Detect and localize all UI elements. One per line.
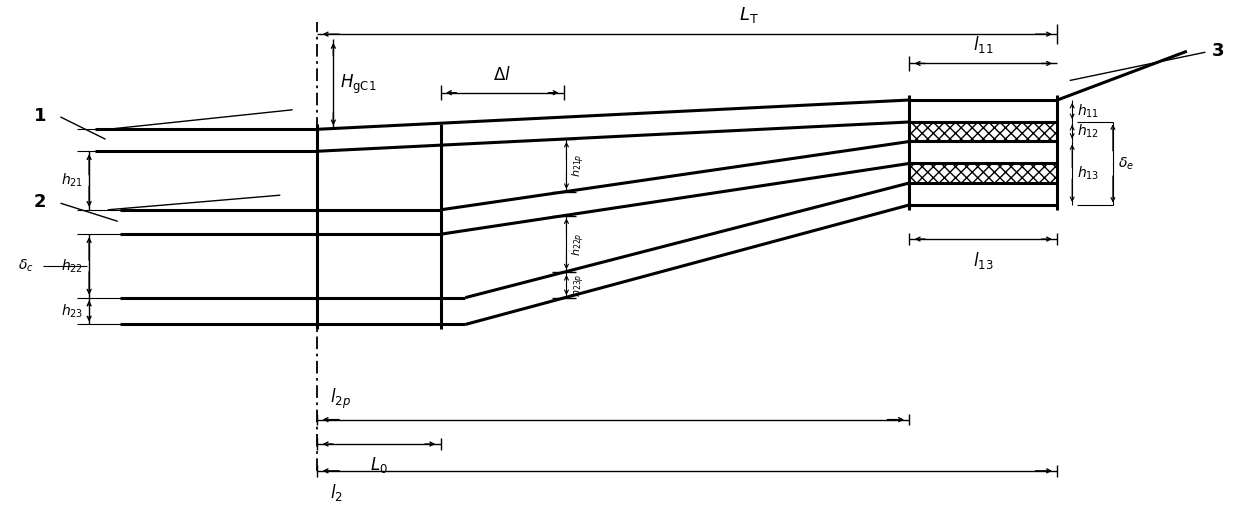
Text: 3: 3 [1212, 42, 1224, 60]
Text: $h_{22}$: $h_{22}$ [61, 257, 83, 275]
Bar [909, 122, 1057, 142]
Text: $h_{21p}$: $h_{21p}$ [570, 154, 586, 177]
Text: $l_{11}$: $l_{11}$ [973, 34, 994, 54]
Text: $h_{23}$: $h_{23}$ [61, 302, 83, 320]
Text: $L_\mathrm{T}$: $L_\mathrm{T}$ [740, 6, 760, 25]
Text: $h_{21}$: $h_{21}$ [61, 172, 83, 189]
Text: $h_{11}$: $h_{11}$ [1077, 102, 1099, 120]
Text: $H_{\mathrm{gC1}}$: $H_{\mathrm{gC1}}$ [339, 73, 375, 96]
Text: $\delta_e$: $\delta_e$ [1118, 155, 1134, 172]
Bar [909, 163, 1057, 183]
Text: $\Delta l$: $\Delta l$ [493, 66, 512, 84]
Text: 2: 2 [33, 193, 46, 211]
Text: 1: 1 [33, 107, 46, 125]
Text: $h_{13}$: $h_{13}$ [1077, 164, 1099, 182]
Text: $L_0$: $L_0$ [370, 455, 388, 475]
Text: $h_{22p}$: $h_{22p}$ [570, 232, 586, 256]
Text: $l_{2p}$: $l_{2p}$ [330, 387, 351, 411]
Text: $h_{12}$: $h_{12}$ [1077, 123, 1099, 140]
Text: $l_{13}$: $l_{13}$ [973, 250, 994, 271]
Text: $l_2$: $l_2$ [330, 482, 342, 502]
Text: $h_{23p}$: $h_{23p}$ [570, 273, 586, 297]
Text: $\delta_c$: $\delta_c$ [17, 258, 33, 274]
